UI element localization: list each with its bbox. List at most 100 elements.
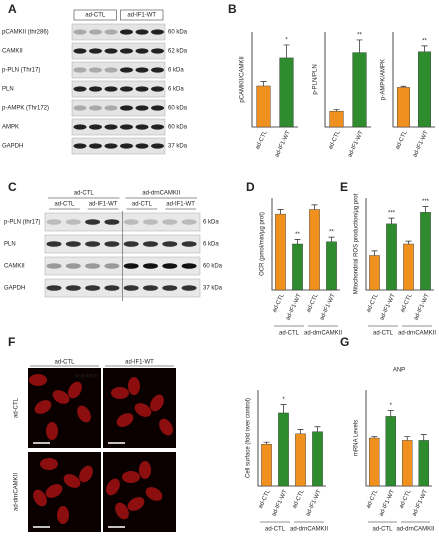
group-box <box>73 9 117 21</box>
significance: *** <box>422 199 430 205</box>
blot-row-label: CAMKII <box>4 264 25 270</box>
blot-strip <box>71 99 166 117</box>
blot-size: 37 kDa <box>203 286 223 292</box>
cell <box>127 497 145 511</box>
x-tick-label: ad-IF1-WT <box>378 489 396 518</box>
blot-band <box>73 48 87 54</box>
bar <box>420 212 431 291</box>
x-tick-label: ad-CTL <box>292 488 306 509</box>
blot-band <box>73 86 87 92</box>
blot-band <box>73 105 87 111</box>
blot-band <box>89 143 102 149</box>
group-label: ad-CTL <box>373 331 394 337</box>
bar <box>279 57 294 128</box>
cell <box>45 484 63 498</box>
blot-band <box>104 285 120 291</box>
bar <box>256 85 271 128</box>
bar <box>295 433 306 487</box>
error-bar <box>400 85 407 88</box>
x-tick-label: ad-IF1-WT <box>271 489 289 518</box>
error-bar <box>422 206 429 213</box>
error-bar <box>388 217 395 224</box>
blot-band <box>85 285 101 291</box>
blot-band <box>135 29 149 35</box>
error-bar <box>277 209 284 215</box>
significance: ** <box>422 38 427 44</box>
blot-band <box>135 105 149 111</box>
cell <box>77 405 91 423</box>
blot-band <box>151 67 164 73</box>
error-bar <box>371 436 378 438</box>
group-label: ad-drnCAMKII <box>398 331 436 337</box>
blot-band <box>143 285 158 291</box>
error-bar <box>314 426 321 432</box>
panel-label: E <box>340 180 348 194</box>
x-tick-label: ad-IF1-WT <box>412 130 430 159</box>
bar <box>352 52 367 128</box>
image-column-label: ad-IF1-WT <box>125 360 154 366</box>
cell <box>150 394 164 412</box>
x-tick-label: ad-IF1-WT <box>319 293 337 322</box>
x-tick-label: ad-CTL <box>258 488 272 509</box>
blot-band <box>65 219 81 225</box>
error-bar <box>387 410 394 417</box>
blot-band <box>120 105 133 111</box>
blot-row-label: pCAMKII (thr286) <box>2 30 49 36</box>
blot-row-label: p-PLN (thr17) <box>4 220 40 226</box>
blot-band <box>151 86 164 92</box>
blot-band <box>89 67 102 73</box>
bar <box>397 87 411 128</box>
stain-label: α-actinin <box>75 374 98 380</box>
bar <box>418 51 432 128</box>
error-bar <box>260 81 267 86</box>
blot-band <box>65 285 81 291</box>
x-tick-label: ad-CTL <box>400 292 414 313</box>
cell <box>115 502 129 520</box>
blot-band <box>135 86 149 92</box>
blot-band <box>89 48 102 54</box>
cell <box>52 390 70 404</box>
x-tick-label: ad-IF1-WT <box>285 293 303 322</box>
blot-band <box>104 48 118 54</box>
blot-band <box>123 241 139 247</box>
bar <box>309 209 320 291</box>
blot-band <box>135 124 149 130</box>
blot-band <box>89 124 102 130</box>
y-axis-label: Cell surface (fold over control) <box>246 398 252 478</box>
panel-label: F <box>8 335 15 349</box>
blot-band <box>123 285 139 291</box>
bar <box>329 110 344 128</box>
blot-band <box>73 143 87 149</box>
blot-band <box>46 263 62 269</box>
cell <box>116 413 134 427</box>
blot-band <box>120 48 133 54</box>
blot-band <box>104 241 120 247</box>
error-bar <box>263 441 270 445</box>
cell <box>33 489 47 507</box>
group-label: ad-drnCAMKII <box>304 331 342 337</box>
blot-band <box>120 143 133 149</box>
x-tick-label: ad-CTL <box>366 292 380 313</box>
blot-band <box>104 124 118 130</box>
blot-size: 60 kDa <box>203 264 223 270</box>
blot-band <box>181 219 197 225</box>
error-bar <box>404 436 411 441</box>
panel-label: D <box>246 180 255 194</box>
lane-label: ad-CTL <box>132 202 153 208</box>
panel-label: B <box>228 2 237 16</box>
blot-band <box>162 219 178 225</box>
cell <box>79 465 93 483</box>
group-label: ad-drnCAMKII <box>290 527 328 533</box>
blot-band <box>162 241 178 247</box>
blot-band <box>181 241 197 247</box>
blot-row-label: GAPDH <box>2 144 23 150</box>
blot-band <box>89 29 102 35</box>
blot-band <box>151 143 164 149</box>
blot-band <box>46 241 62 247</box>
group-box <box>120 9 164 21</box>
cell <box>63 474 81 488</box>
x-tick-label: ad-IF1-WT <box>411 489 429 518</box>
x-tick-label: ad-CTL <box>399 488 413 509</box>
blot-band <box>85 241 101 247</box>
significance: * <box>390 403 393 409</box>
